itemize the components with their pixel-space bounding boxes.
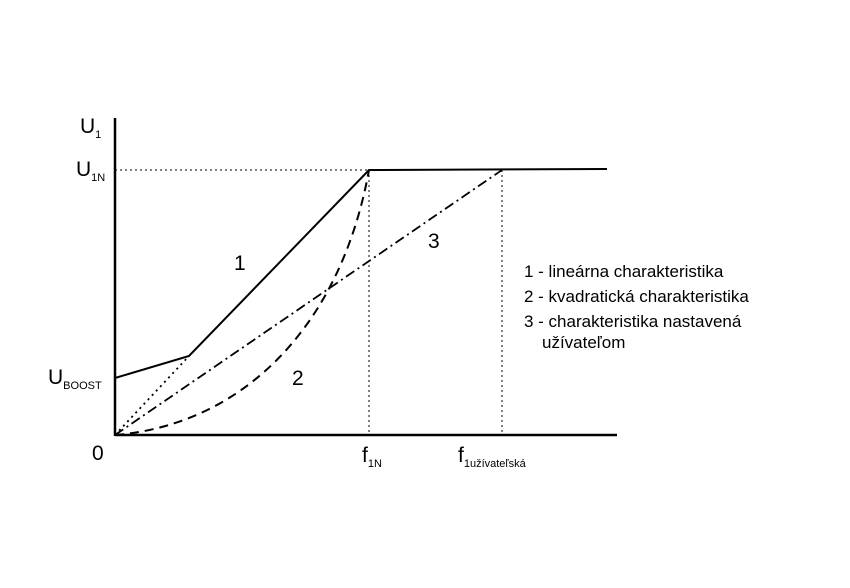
linear-start-dotted — [114, 355, 190, 436]
legend-item-1: 1 - lineárna charakteristika — [524, 262, 724, 281]
curve-1-label: 1 — [234, 252, 246, 275]
legend: 1 - lineárna charakteristika 2 - kvadrat… — [524, 262, 749, 352]
curve-2-label: 2 — [292, 367, 304, 390]
y-axis-label: U1 — [80, 115, 101, 141]
f1n-label: f1N — [362, 444, 382, 470]
uboost-label: UBOOST — [48, 366, 102, 392]
curve-linear — [114, 168, 608, 379]
legend-item-3: 3 - charakteristika nastavená — [524, 312, 742, 331]
curve-3-label: 3 — [428, 230, 440, 253]
curve-user-defined — [114, 169, 503, 436]
fuser-label: f1užívateľská — [458, 444, 527, 470]
legend-item-2: 2 - kvadratická charakteristika — [524, 287, 749, 306]
legend-item-3-continuation: užívateľom — [542, 333, 625, 352]
origin-label: 0 — [92, 442, 104, 465]
u1n-label: U1N — [76, 158, 105, 184]
curve-quadratic — [114, 169, 370, 436]
